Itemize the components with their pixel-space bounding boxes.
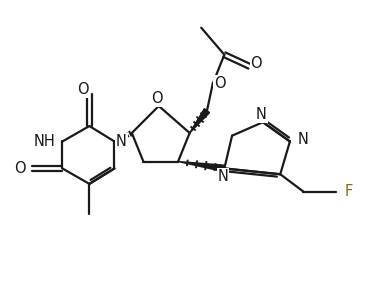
Text: N: N — [298, 132, 308, 147]
Text: O: O — [250, 56, 262, 71]
Text: NH: NH — [34, 134, 55, 149]
Polygon shape — [190, 108, 210, 133]
Text: N: N — [217, 169, 228, 184]
Text: N: N — [256, 107, 267, 122]
Text: O: O — [151, 91, 163, 106]
Text: O: O — [151, 91, 163, 106]
Polygon shape — [178, 162, 225, 172]
Text: N: N — [116, 134, 127, 149]
Text: F: F — [345, 184, 353, 199]
Text: O: O — [14, 161, 26, 176]
Text: N: N — [116, 134, 127, 149]
Text: O: O — [214, 76, 226, 91]
Text: O: O — [77, 82, 88, 97]
